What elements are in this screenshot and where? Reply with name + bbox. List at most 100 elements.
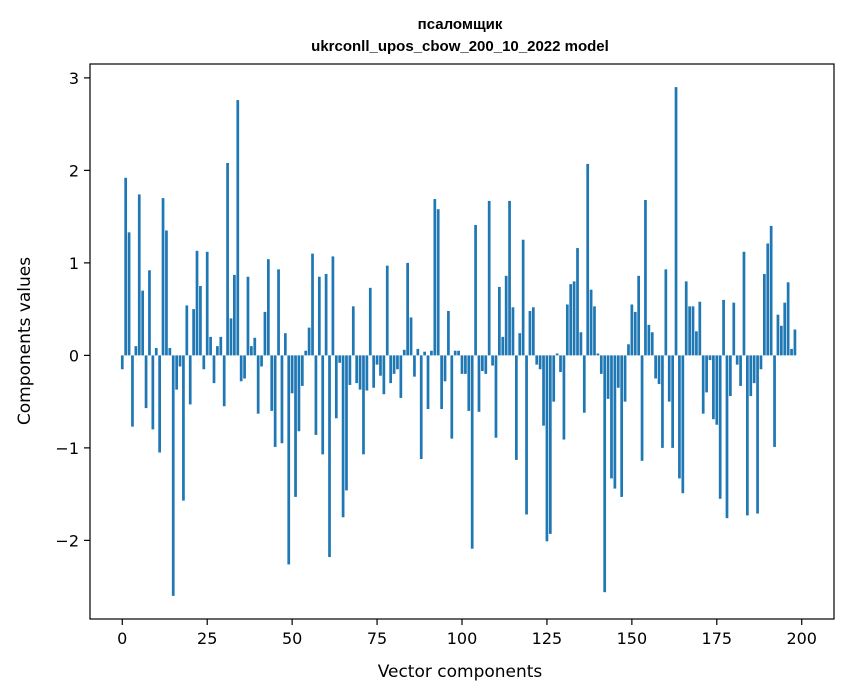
bar — [650, 332, 654, 356]
bar — [695, 331, 698, 356]
bar — [440, 355, 443, 410]
bar — [253, 337, 257, 356]
bar — [229, 318, 233, 356]
bar — [481, 355, 484, 372]
bar — [460, 355, 464, 374]
bar — [277, 269, 280, 356]
bar — [151, 355, 155, 430]
bar — [603, 355, 607, 593]
bar — [355, 355, 359, 384]
bar — [199, 286, 202, 356]
y-tick-label: 1 — [69, 254, 79, 273]
bar — [535, 355, 539, 365]
bar — [124, 177, 128, 356]
bar — [419, 355, 423, 459]
bar — [358, 355, 362, 390]
bar — [769, 225, 773, 356]
bar — [464, 355, 467, 374]
bar — [307, 327, 311, 356]
bar — [562, 355, 566, 440]
bar — [742, 251, 746, 356]
bar — [168, 347, 172, 356]
bar — [657, 355, 661, 385]
bar — [630, 304, 634, 356]
bar — [416, 348, 420, 356]
bar — [698, 301, 702, 356]
bar — [453, 350, 457, 356]
bar — [718, 355, 722, 499]
bar — [270, 355, 274, 411]
bar — [735, 355, 739, 365]
bar — [640, 355, 644, 461]
bar — [236, 100, 240, 356]
bar — [148, 270, 151, 356]
y-tick-label: 3 — [69, 69, 79, 88]
bar — [749, 355, 753, 397]
bar — [559, 355, 562, 373]
bar — [345, 355, 348, 491]
x-tick-label: 150 — [617, 629, 648, 648]
bar — [311, 253, 314, 356]
bar — [430, 350, 433, 356]
y-tick-label: 0 — [69, 346, 79, 365]
bar — [548, 355, 552, 534]
bar — [385, 265, 389, 356]
bar — [616, 355, 620, 388]
bar — [511, 307, 515, 356]
bar — [746, 355, 749, 516]
bar — [474, 224, 477, 356]
bar — [443, 355, 447, 382]
bar — [786, 282, 790, 356]
bar — [226, 162, 229, 356]
bar — [368, 287, 372, 356]
bar — [260, 355, 263, 367]
bar — [732, 302, 736, 356]
bar — [525, 355, 528, 515]
bar — [256, 355, 260, 414]
bar — [212, 355, 216, 384]
bar — [752, 355, 756, 384]
x-axis-ticks: 0 25 50 75 100 125 150 175 200 — [117, 619, 817, 648]
bar — [243, 355, 246, 379]
x-tick-label: 100 — [447, 629, 478, 648]
bar — [528, 310, 532, 356]
bar — [317, 276, 321, 356]
bar — [521, 239, 525, 356]
bar — [484, 355, 488, 374]
bar — [589, 289, 593, 356]
bar — [766, 243, 770, 356]
bar — [436, 209, 440, 356]
bar — [267, 259, 270, 356]
bar — [185, 305, 189, 356]
bar — [637, 275, 641, 356]
bar — [515, 355, 518, 460]
bar — [375, 355, 379, 365]
bar — [494, 355, 498, 438]
bar — [328, 355, 331, 558]
bar — [708, 355, 712, 360]
bar — [705, 355, 708, 393]
bar — [334, 355, 338, 419]
bar — [756, 355, 759, 514]
bar — [569, 284, 573, 356]
bar — [467, 355, 471, 411]
bar — [579, 332, 583, 356]
bar — [216, 346, 219, 356]
bar — [321, 355, 325, 455]
bar — [664, 269, 668, 356]
bar — [399, 355, 403, 398]
bar — [324, 273, 328, 356]
bar — [613, 355, 617, 489]
bar — [701, 355, 705, 414]
bar — [647, 324, 651, 356]
bar — [192, 309, 195, 356]
bar — [314, 355, 318, 435]
y-axis-label: Components values — [15, 257, 35, 425]
bar — [487, 200, 491, 356]
bar — [396, 355, 399, 370]
bar — [158, 355, 161, 453]
bar — [674, 87, 678, 356]
bar — [776, 314, 780, 356]
chart-subtitle: ukrconll_upos_cbow_200_10_2022 model — [311, 38, 609, 55]
bar — [188, 355, 192, 405]
